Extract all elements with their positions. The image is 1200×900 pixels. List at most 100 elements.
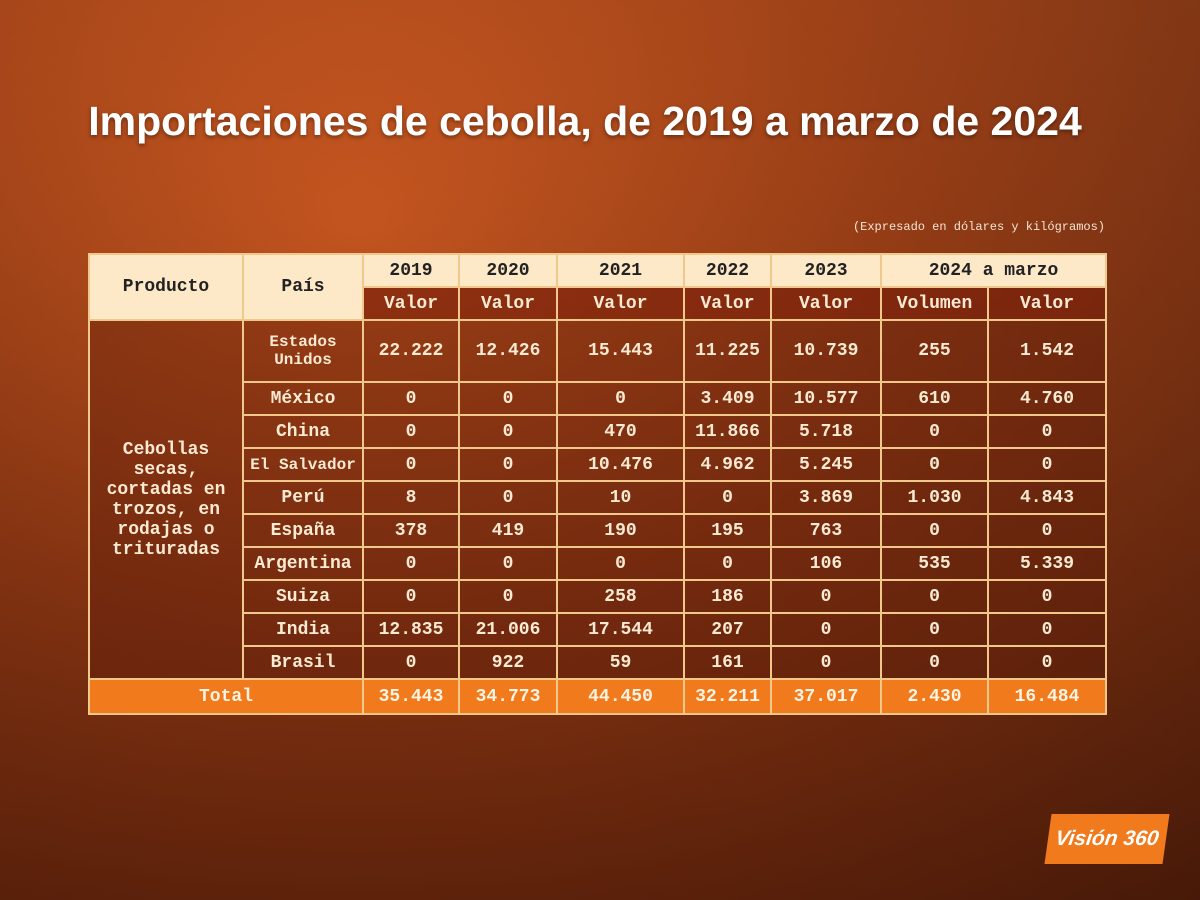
value-cell: 1.542 [987, 319, 1107, 383]
value-cell: 1.030 [880, 480, 989, 515]
year-header: 2019 [362, 253, 460, 288]
value-cell: 4.962 [683, 447, 772, 482]
year-header: 2022 [683, 253, 772, 288]
value-cell: 21.006 [458, 612, 558, 647]
value-cell: 0 [556, 546, 685, 581]
row: Cebollas secas, cortadas en trozos, en r… [88, 319, 1107, 680]
header-cell: País [242, 253, 364, 321]
value-cell: 0 [556, 381, 685, 416]
value-cell: 59 [556, 645, 685, 680]
value-cell: 17.544 [556, 612, 685, 647]
value-cell: 10.577 [770, 381, 882, 416]
year-header: 2020 [458, 253, 558, 288]
measure-header: Volumen [880, 286, 989, 321]
value-cell: 195 [683, 513, 772, 548]
total-value: 2.430 [880, 678, 989, 715]
value-cell: 0 [458, 546, 558, 581]
measure-header: Valor [362, 286, 460, 321]
value-cell: 11.866 [683, 414, 772, 449]
country-cell: India [242, 612, 364, 647]
value-cell: 0 [987, 645, 1107, 680]
value-cell: 0 [458, 579, 558, 614]
value-cell: 922 [458, 645, 558, 680]
value-cell: 161 [683, 645, 772, 680]
value-cell: 0 [362, 645, 460, 680]
measure-header: Valor [683, 286, 772, 321]
value-cell: 0 [770, 579, 882, 614]
product-cell: Cebollas secas, cortadas en trozos, en r… [88, 319, 244, 680]
total-value: 34.773 [458, 678, 558, 715]
value-cell: 0 [362, 546, 460, 581]
total-label: Total [88, 678, 364, 715]
measure-header: Valor [987, 286, 1107, 321]
value-cell: 12.835 [362, 612, 460, 647]
value-cell: 763 [770, 513, 882, 548]
value-cell: 0 [458, 414, 558, 449]
value-cell: 0 [362, 579, 460, 614]
country-cell: Argentina [242, 546, 364, 581]
value-cell: 470 [556, 414, 685, 449]
value-cell: 5.245 [770, 447, 882, 482]
value-cell: 0 [458, 447, 558, 482]
value-cell: 0 [987, 513, 1107, 548]
value-cell: 0 [987, 414, 1107, 449]
value-cell: 186 [683, 579, 772, 614]
country-cell: China [242, 414, 364, 449]
value-cell: 10.476 [556, 447, 685, 482]
row: Argentina 0 0 0 0 106 535 5.339 [89, 546, 1107, 581]
row: El Salvador 0 0 10.476 4.962 5.245 0 0 [89, 447, 1107, 482]
value-cell: 0 [683, 480, 772, 515]
value-cell: 0 [880, 612, 989, 647]
value-cell: 10 [556, 480, 685, 515]
value-cell: 378 [362, 513, 460, 548]
value-cell: 207 [683, 612, 772, 647]
row: Valor Valor Valor Valor Valor Volumen Valor [89, 286, 1107, 321]
value-cell: 12.426 [458, 319, 558, 383]
logo: Visión 360 [1044, 814, 1170, 864]
value-cell: 0 [880, 645, 989, 680]
row: China 0 0 470 11.866 5.718 0 0 [89, 414, 1107, 449]
value-cell: 0 [880, 447, 989, 482]
value-cell: 10.739 [770, 319, 882, 383]
note: (Expresado en dólares y kilógramos) [852, 220, 1105, 234]
value-cell: 5.718 [770, 414, 882, 449]
value-cell: 0 [987, 447, 1107, 482]
year-header: 2021 [556, 253, 685, 288]
measure-header: Valor [556, 286, 685, 321]
value-cell: 610 [880, 381, 989, 416]
country-cell: México [242, 381, 364, 416]
row: Perú 8 0 10 0 3.869 1.030 4.843 [89, 480, 1107, 515]
value-cell: 22.222 [362, 319, 460, 383]
country-cell: Brasil [242, 645, 364, 680]
header-cell: Producto [88, 253, 244, 321]
value-cell: 0 [880, 579, 989, 614]
value-cell: 0 [880, 513, 989, 548]
country-cell: España [242, 513, 364, 548]
total-value: 44.450 [556, 678, 685, 715]
value-cell: 0 [987, 579, 1107, 614]
country-cell: Estados Unidos [242, 319, 364, 383]
value-cell: 0 [770, 645, 882, 680]
value-cell: 258 [556, 579, 685, 614]
value-cell: 8 [362, 480, 460, 515]
country-cell: El Salvador [242, 447, 364, 482]
row: Brasil 0 922 59 161 0 0 0 [89, 645, 1107, 680]
value-cell: 0 [458, 480, 558, 515]
measure-header: Valor [770, 286, 882, 321]
value-cell: 3.869 [770, 480, 882, 515]
row: Suiza 0 0 258 186 0 0 0 [89, 579, 1107, 614]
row: España 378 419 190 195 763 0 0 [89, 513, 1107, 548]
value-cell: 0 [362, 414, 460, 449]
row: Producto País 2019 2020 2021 2022 2023 2024 a m… [88, 253, 1107, 321]
total-value: 32.211 [683, 678, 772, 715]
value-cell: 106 [770, 546, 882, 581]
value-cell: 3.409 [683, 381, 772, 416]
value-cell: 255 [880, 319, 989, 383]
value-cell: 0 [880, 414, 989, 449]
value-cell: 0 [987, 612, 1107, 647]
table: Producto País 2019 2020 2021 2022 2023 2024 a m… [88, 253, 1107, 715]
value-cell: 0 [770, 612, 882, 647]
year-header: 2024 a marzo [880, 253, 1107, 288]
country-cell: Perú [242, 480, 364, 515]
